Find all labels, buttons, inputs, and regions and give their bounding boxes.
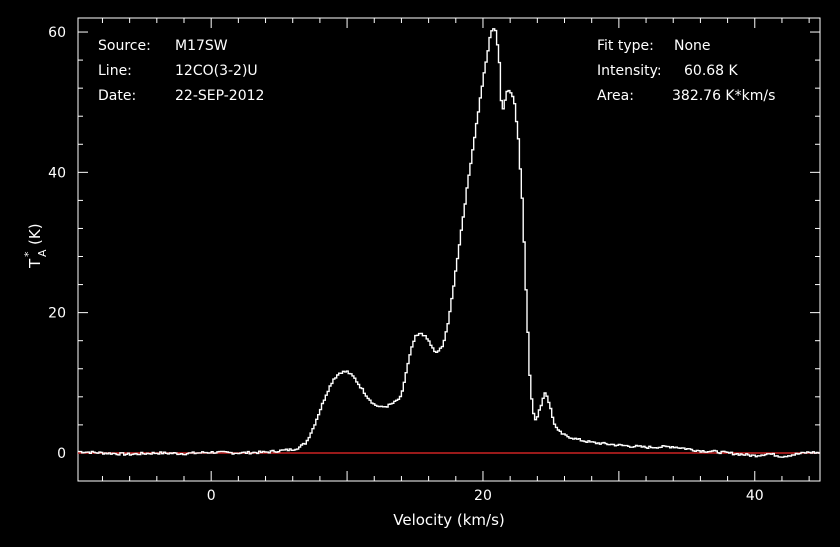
y-axis-label-superscript: * <box>22 251 35 257</box>
x-tick-label: 20 <box>474 488 492 504</box>
intensity-label: Intensity: <box>597 63 662 79</box>
axis-ticks <box>78 18 820 482</box>
axis-tick-labels: 0 20 40 0 20 40 60 <box>48 25 764 504</box>
line-label: Line: <box>98 63 132 79</box>
date-label: Date: <box>98 88 136 104</box>
date-value: 22-SEP-2012 <box>175 88 264 104</box>
line-value: 12CO(3-2)U <box>175 63 258 79</box>
spectrum-series-line <box>78 28 820 458</box>
y-tick-label: 60 <box>48 25 66 41</box>
y-axis-label: T * A (K) <box>22 223 49 269</box>
source-label: Source: <box>98 38 151 54</box>
intensity-value: 60.68 K <box>684 63 739 79</box>
x-tick-label: 0 <box>207 488 216 504</box>
y-axis-label-unit: (K) <box>26 223 44 245</box>
x-axis-label: Velocity (km/s) <box>393 511 504 529</box>
source-value: M17SW <box>175 38 228 54</box>
area-value: 382.76 K*km/s <box>672 88 775 104</box>
area-label: Area: <box>597 88 634 104</box>
y-tick-label: 40 <box>48 165 66 181</box>
plot-frame <box>77 17 821 482</box>
header-info: Source: M17SW Line: 12CO(3-2)U Date: 22-… <box>98 38 775 104</box>
fit-type-value: None <box>674 38 711 54</box>
y-axis-label-main: T <box>26 258 44 269</box>
y-tick-label: 20 <box>48 306 66 322</box>
y-tick-label: 0 <box>57 446 66 462</box>
fit-type-label: Fit type: <box>597 38 654 54</box>
x-tick-label: 40 <box>746 488 764 504</box>
y-axis-label-subscript: A <box>36 249 49 257</box>
